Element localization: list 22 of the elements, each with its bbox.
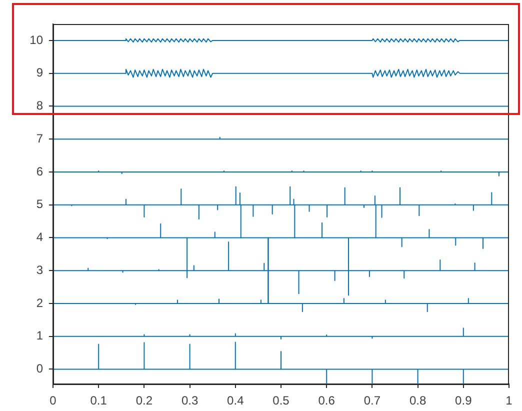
x-tick-label: 0 — [50, 394, 57, 408]
x-tick-label: 1 — [506, 394, 513, 408]
x-tick-label: 0.9 — [455, 394, 472, 408]
y-tick-label: 10 — [30, 32, 44, 47]
y-tick-label: 6 — [36, 164, 44, 178]
x-tick-label: 0.1 — [90, 394, 108, 408]
y-tick-label: 0 — [36, 362, 44, 376]
y-tick-label: 4 — [36, 230, 44, 244]
x-tick-label: 0.6 — [318, 394, 336, 408]
x-tick-label: 0.3 — [181, 394, 198, 408]
x-tick-label: 0.2 — [136, 394, 153, 408]
y-tick-label: 9 — [36, 66, 44, 80]
y-tick-label: 2 — [36, 296, 44, 310]
x-tick-label: 0.4 — [227, 394, 244, 408]
y-tick-label: 7 — [36, 131, 44, 146]
x-tick-label: 0.7 — [364, 394, 381, 408]
x-tick-label: 0.5 — [272, 394, 290, 408]
x-tick-label: 0.8 — [409, 394, 426, 408]
y-tick-label: 8 — [36, 98, 44, 113]
y-tick-label: 5 — [36, 197, 44, 212]
y-tick-label: 3 — [36, 262, 44, 277]
y-tick-label: 1 — [36, 328, 44, 343]
